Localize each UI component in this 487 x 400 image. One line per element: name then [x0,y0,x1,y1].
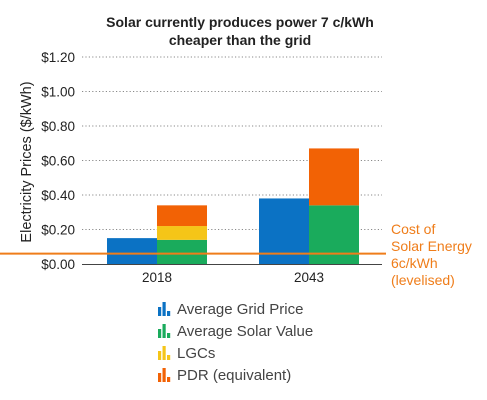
gridlines [82,56,382,230]
bars [107,148,359,264]
icon-bar [167,333,171,338]
y-tick-label: $0.00 [41,257,75,272]
reference-label-line: (levelised) [391,272,455,288]
chart-title-line-2: cheaper than the grid [169,32,311,48]
icon-bar [167,377,171,382]
icon-bar [162,346,166,360]
bar-chart-icon [158,302,171,316]
y-axis-label: Electricity Prices ($/kWh) [19,81,35,242]
y-tick-label: $1.00 [41,85,75,100]
bar-chart-icon [158,368,171,382]
x-tick-label: 2043 [294,270,324,285]
icon-bar [158,329,162,338]
legend-label: PDR (equivalent) [177,367,291,384]
reference-label-line: Solar Energy [391,238,472,254]
bar-chart-icon [158,346,171,360]
bar-2043-average-solar-value [309,205,359,264]
bar-2018-lgcs [157,226,207,240]
y-tick-label: $0.40 [41,188,75,203]
icon-bar [167,311,171,316]
chart-title-line-1: Solar currently produces power 7 c/kWh [106,14,374,30]
legend-label: Average Grid Price [177,301,303,318]
icon-bar [162,324,166,338]
bar-2018-average-grid-price [107,238,157,264]
icon-bar [158,351,162,360]
bar-2018-pdr-equivalent [157,205,207,227]
y-tick-label: $0.20 [41,223,75,238]
x-axis-ticks: 2018 2043 [142,270,324,285]
y-axis-ticks: $0.00 $0.20 $0.40 $0.60 $0.80 $1.00 $1.20 [41,50,75,272]
legend-label: LGCs [177,345,215,362]
legend-item-average-solar-value: Average Solar Value [158,323,313,340]
legend-item-lgcs: LGCs [158,345,215,362]
icon-bar [158,373,162,382]
bar-2043-pdr-equivalent [309,148,359,206]
icon-bar [162,302,166,316]
bar-2018-average-solar-value [157,239,207,264]
bar-chart-icon [158,324,171,338]
legend-item-average-grid-price: Average Grid Price [158,301,303,318]
y-tick-label: $0.80 [41,119,75,134]
x-tick-label: 2018 [142,270,172,285]
legend-label: Average Solar Value [177,323,313,340]
reference-label-line: 6c/kWh [391,255,438,271]
chart-title: Solar currently produces power 7 c/kWh c… [106,14,374,48]
icon-bar [162,368,166,382]
legend: Average Grid Price Average Solar Value LGC… [158,301,313,384]
reference-label-line: Cost of [391,221,435,237]
legend-item-pdr-equivalent: PDR (equivalent) [158,367,291,384]
y-tick-label: $1.20 [41,50,75,65]
y-tick-label: $0.60 [41,154,75,169]
icon-bar [158,307,162,316]
icon-bar [167,355,171,360]
